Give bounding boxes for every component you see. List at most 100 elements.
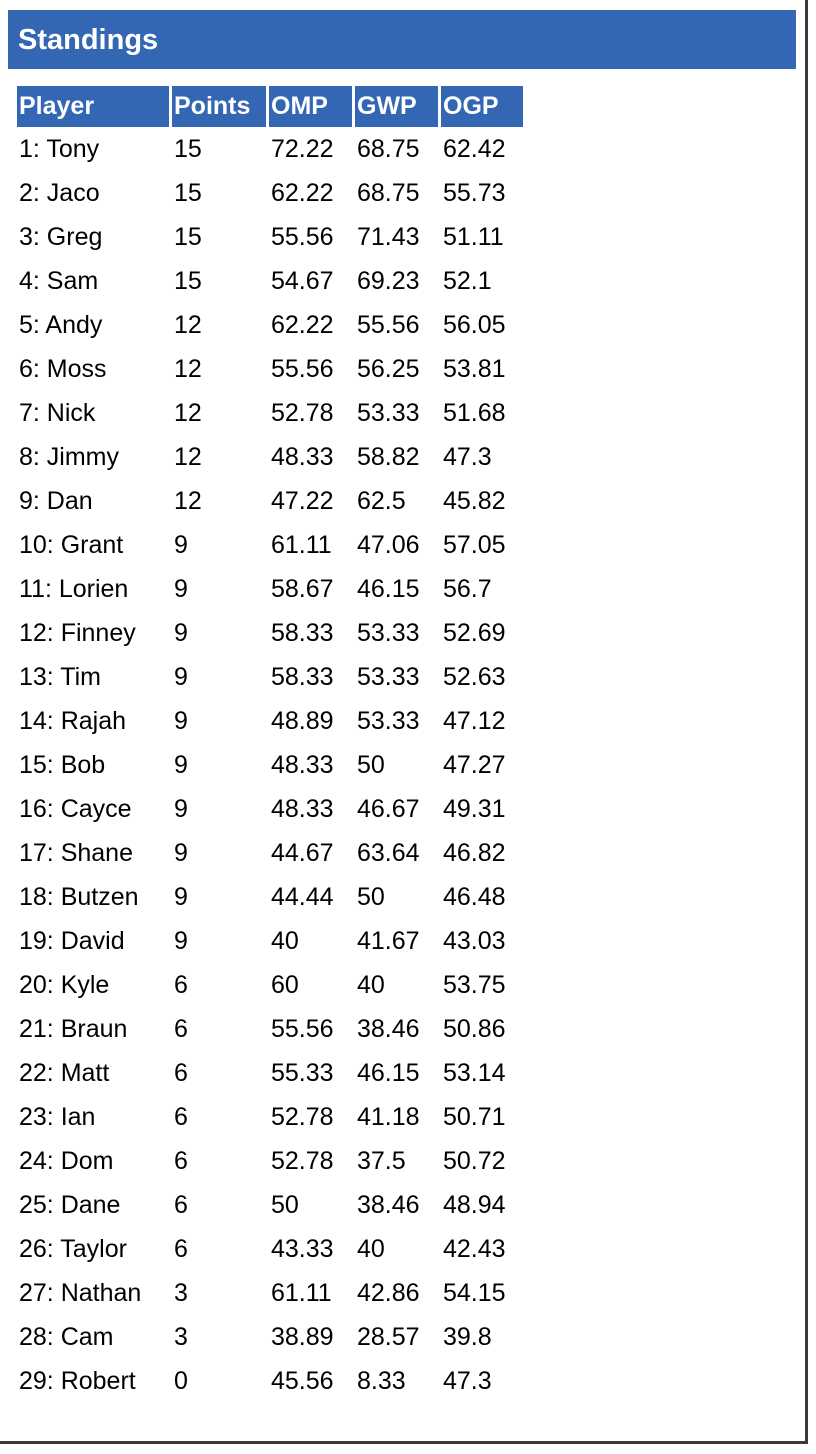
- cell-gwp: 68.75: [357, 179, 420, 207]
- cell-points: 6: [174, 971, 188, 999]
- cell-points: 9: [174, 619, 188, 647]
- cell-gwp: 50: [357, 751, 385, 779]
- cell-omp: 43.33: [271, 1235, 334, 1263]
- table-row: 23: Ian 6 52.78 41.18 50.71: [17, 1095, 523, 1139]
- cell-omp: 48.33: [271, 443, 334, 471]
- cell-points: 15: [174, 135, 202, 163]
- cell-ogp: 47.27: [443, 751, 506, 779]
- cell-gwp: 41.67: [357, 927, 420, 955]
- cell-gwp: 41.18: [357, 1103, 420, 1131]
- cell-player: 13: Tim: [19, 663, 101, 691]
- cell-omp: 62.22: [271, 179, 334, 207]
- cell-omp: 44.67: [271, 839, 334, 867]
- column-header-points: Points: [172, 86, 266, 127]
- cell-ogp: 46.48: [443, 883, 506, 911]
- cell-ogp: 55.73: [443, 179, 506, 207]
- cell-ogp: 51.68: [443, 399, 506, 427]
- cell-points: 6: [174, 1103, 188, 1131]
- cell-ogp: 48.94: [443, 1191, 506, 1219]
- cell-ogp: 42.43: [443, 1235, 506, 1263]
- cell-gwp: 71.43: [357, 223, 420, 251]
- cell-points: 15: [174, 179, 202, 207]
- cell-player: 27: Nathan: [19, 1279, 142, 1307]
- table-row: 24: Dom 6 52.78 37.5 50.72: [17, 1139, 523, 1183]
- cell-player: 22: Matt: [19, 1059, 110, 1087]
- cell-points: 6: [174, 1235, 188, 1263]
- cell-omp: 55.33: [271, 1059, 334, 1087]
- cell-points: 9: [174, 751, 188, 779]
- cell-points: 6: [174, 1015, 188, 1043]
- cell-omp: 54.67: [271, 267, 334, 295]
- cell-gwp: 40: [357, 1235, 385, 1263]
- cell-omp: 52.78: [271, 1103, 334, 1131]
- cell-player: 8: Jimmy: [19, 443, 119, 471]
- cell-gwp: 50: [357, 883, 385, 911]
- cell-points: 15: [174, 223, 202, 251]
- table-row: 11: Lorien 9 58.67 46.15 56.7: [17, 567, 523, 611]
- cell-points: 9: [174, 707, 188, 735]
- cell-gwp: 53.33: [357, 663, 420, 691]
- cell-player: 15: Bob: [19, 751, 106, 779]
- table-row: 12: Finney 9 58.33 53.33 52.69: [17, 611, 523, 655]
- cell-omp: 61.11: [271, 1279, 332, 1307]
- table-row: 19: David 9 40 41.67 43.03: [17, 919, 523, 963]
- cell-player: 20: Kyle: [19, 971, 110, 999]
- cell-omp: 55.56: [271, 355, 334, 383]
- cell-omp: 72.22: [271, 135, 334, 163]
- cell-ogp: 56.05: [443, 311, 506, 339]
- cell-player: 18: Butzen: [19, 883, 139, 911]
- table-row: 26: Taylor 6 43.33 40 42.43: [17, 1227, 523, 1271]
- table-row: 6: Moss 12 55.56 56.25 53.81: [17, 347, 523, 391]
- cell-player: 7: Nick: [19, 399, 96, 427]
- table-row: 17: Shane 9 44.67 63.64 46.82: [17, 831, 523, 875]
- cell-omp: 58.67: [271, 575, 334, 603]
- table-row: 2: Jaco 15 62.22 68.75 55.73: [17, 171, 523, 215]
- cell-omp: 48.33: [271, 751, 334, 779]
- cell-points: 12: [174, 487, 202, 515]
- cell-omp: 47.22: [271, 487, 334, 515]
- table-row: 10: Grant 9 61.11 47.06 57.05: [17, 523, 523, 567]
- cell-ogp: 47.3: [443, 443, 492, 471]
- table-row: 4: Sam 15 54.67 69.23 52.1: [17, 259, 523, 303]
- column-header-ogp: OGP: [441, 86, 523, 127]
- cell-points: 6: [174, 1059, 188, 1087]
- table-row: 14: Rajah 9 48.89 53.33 47.12: [17, 699, 523, 743]
- cell-ogp: 39.8: [443, 1323, 492, 1351]
- cell-ogp: 57.05: [443, 531, 506, 559]
- cell-omp: 58.33: [271, 663, 334, 691]
- cell-gwp: 38.46: [357, 1191, 420, 1219]
- cell-ogp: 53.75: [443, 971, 506, 999]
- cell-ogp: 47.3: [443, 1367, 492, 1395]
- cell-player: 24: Dom: [19, 1147, 114, 1175]
- table-header-row: Player Points OMP GWP OGP: [17, 86, 523, 127]
- cell-omp: 52.78: [271, 399, 334, 427]
- standings-header: Standings: [8, 10, 796, 69]
- cell-player: 3: Greg: [19, 223, 103, 251]
- table-row: 1: Tony 15 72.22 68.75 62.42: [17, 127, 523, 171]
- cell-gwp: 42.86: [357, 1279, 420, 1307]
- cell-gwp: 53.33: [357, 399, 420, 427]
- cell-ogp: 45.82: [443, 487, 506, 515]
- cell-gwp: 69.23: [357, 267, 420, 295]
- cell-player: 1: Tony: [19, 135, 100, 163]
- cell-gwp: 68.75: [357, 135, 420, 163]
- table-row: 27: Nathan 3 61.11 42.86 54.15: [17, 1271, 523, 1315]
- table-row: 15: Bob 9 48.33 50 47.27: [17, 743, 523, 787]
- cell-ogp: 50.71: [443, 1103, 506, 1131]
- standings-title: Standings: [18, 24, 159, 56]
- cell-omp: 55.56: [271, 1015, 334, 1043]
- cell-points: 9: [174, 575, 188, 603]
- cell-player: 6: Moss: [19, 355, 107, 383]
- cell-omp: 40: [271, 927, 299, 955]
- cell-player: 12: Finney: [19, 619, 136, 647]
- cell-gwp: 56.25: [357, 355, 420, 383]
- table-row: 29: Robert 0 45.56 8.33 47.3: [17, 1359, 523, 1403]
- cell-omp: 44.44: [271, 883, 334, 911]
- cell-player: 10: Grant: [19, 531, 124, 559]
- cell-points: 9: [174, 795, 188, 823]
- standings-table: Player Points OMP GWP OGP 1: Tony 15 72.22…: [14, 86, 526, 1403]
- table-row: 3: Greg 15 55.56 71.43 51.11: [17, 215, 523, 259]
- cell-gwp: 40: [357, 971, 385, 999]
- cell-gwp: 46.15: [357, 1059, 420, 1087]
- cell-ogp: 54.15: [443, 1279, 506, 1307]
